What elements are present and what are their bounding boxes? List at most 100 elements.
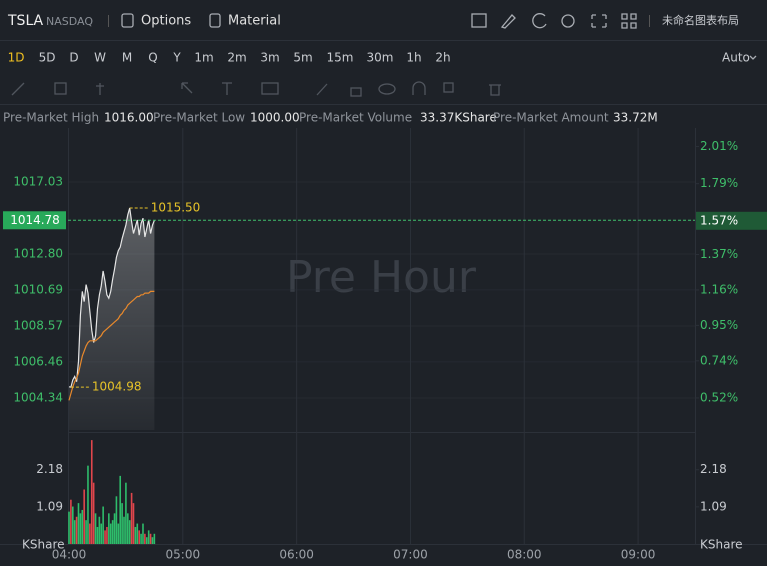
tool-icon [222, 82, 232, 95]
timeframe-button[interactable]: 30m [367, 51, 394, 65]
tool-icon [261, 82, 279, 95]
timeframe-button[interactable]: 1D [8, 51, 25, 65]
volume-bar [145, 537, 148, 544]
volume-bar [127, 513, 129, 544]
timeframe-button[interactable]: 3m [260, 51, 279, 65]
volume-bar [90, 440, 93, 544]
volume-tick-label: 2.18 [36, 462, 63, 476]
info-label: Pre-Market High [3, 111, 99, 125]
timeframe-button[interactable]: 2m [227, 51, 246, 65]
volume-bar [100, 523, 103, 544]
icon[interactable] [500, 14, 516, 29]
last-change-tag [696, 211, 767, 230]
x-tick-label: 08:00 [507, 548, 542, 562]
timeframe-button[interactable]: M [122, 51, 132, 65]
volume-bar [108, 513, 110, 544]
y2-tick-label: 1.16% [700, 282, 738, 296]
volume-bar [102, 506, 104, 544]
info-value: 33.72M [613, 111, 658, 125]
y2-tick-label: 1.79% [700, 176, 738, 190]
y-tick-label: 1008.57 [13, 318, 63, 332]
volume-bar [134, 526, 137, 544]
timeframe-button[interactable]: W [94, 51, 106, 65]
volume-bar [121, 503, 123, 544]
volume-unit: KShare [22, 538, 65, 552]
volume-bar [144, 533, 146, 544]
timeframe-button[interactable]: 15m [327, 51, 354, 65]
info-label: Pre-Market Amount [493, 111, 609, 125]
volume-bar [79, 513, 82, 544]
timeframe-button[interactable]: 2h [435, 51, 450, 65]
volume-bar [132, 503, 135, 544]
volume-bar [81, 509, 84, 544]
timeframe-button[interactable]: 1m [194, 51, 213, 65]
y-tick-label: 1017.03 [13, 174, 63, 188]
tool-icon [316, 83, 328, 96]
annotation-label: 1004.98 [92, 380, 142, 394]
tool-icon [96, 83, 104, 95]
volume-bar [71, 506, 74, 544]
icon[interactable] [621, 13, 637, 29]
timeframe-button[interactable]: Q [148, 51, 157, 65]
tool-icon [181, 82, 193, 94]
volume-bar [142, 523, 144, 544]
icon[interactable] [471, 13, 487, 28]
volume-bar [147, 530, 150, 544]
symbol: TSLA [7, 13, 44, 29]
volume-bar [75, 516, 78, 544]
timeframe-button[interactable]: 5m [293, 51, 312, 65]
icon[interactable] [591, 14, 607, 28]
tool-icon [54, 82, 67, 95]
timeframe-button[interactable]: Y [172, 51, 181, 65]
y-tick-label: 1010.69 [13, 282, 63, 296]
material-icon [209, 13, 221, 28]
volume-bar [104, 530, 106, 544]
volume-bar [111, 520, 114, 544]
volume-bar [109, 523, 112, 544]
tool-icon [489, 84, 501, 96]
volume-bar [85, 520, 87, 544]
x-tick-label: 04:00 [52, 548, 87, 562]
icon[interactable] [532, 13, 547, 29]
timeframe-button[interactable]: D [69, 51, 78, 65]
scale-mode[interactable]: Auto [722, 51, 750, 65]
y-tick-label: 1004.34 [13, 390, 63, 404]
options-icon [121, 13, 134, 28]
layout-name[interactable]: 未命名图表布局 [662, 13, 739, 27]
average-line [68, 290, 155, 401]
volume-bar [106, 526, 108, 544]
volume-bar [83, 489, 85, 544]
price-line [68, 207, 155, 388]
volume-bar [98, 516, 101, 544]
y2-tick-label: 1.37% [700, 247, 738, 261]
x-tick-label: 07:00 [393, 548, 428, 562]
volume-bar [151, 537, 154, 544]
volume-bar [89, 523, 91, 544]
icon[interactable] [561, 14, 575, 28]
volume-bar [119, 475, 122, 544]
material-button[interactable]: Material [228, 14, 281, 29]
volume-tick-label: 1.09 [700, 499, 727, 513]
exchange: NASDAQ [46, 15, 93, 28]
price-area [69, 208, 155, 430]
last-price-label: 1014.78 [10, 213, 60, 227]
volume-bar [73, 520, 76, 544]
info-label: Pre-Market Low [153, 111, 245, 125]
volume-unit: KShare [700, 538, 743, 552]
watermark: Pre Hour [286, 252, 477, 303]
volume-bar [70, 499, 72, 544]
y2-tick-label: 2.01% [700, 139, 738, 153]
tool-icon [443, 82, 454, 93]
caret [749, 55, 757, 60]
options-button[interactable]: Options [141, 14, 191, 29]
timeframe-button[interactable]: 5D [39, 51, 56, 65]
volume-bar [68, 511, 70, 544]
timeframe-button[interactable]: 1h [406, 51, 421, 65]
tool-icon [11, 82, 25, 96]
volume-bar [87, 465, 89, 544]
last-change-label: 1.57% [700, 213, 738, 227]
annotation-label: 1015.50 [151, 201, 201, 215]
x-tick-label: 05:00 [166, 548, 201, 562]
info-label: Pre-Market Volume [299, 111, 412, 125]
info-value: 1016.00 [104, 111, 154, 125]
